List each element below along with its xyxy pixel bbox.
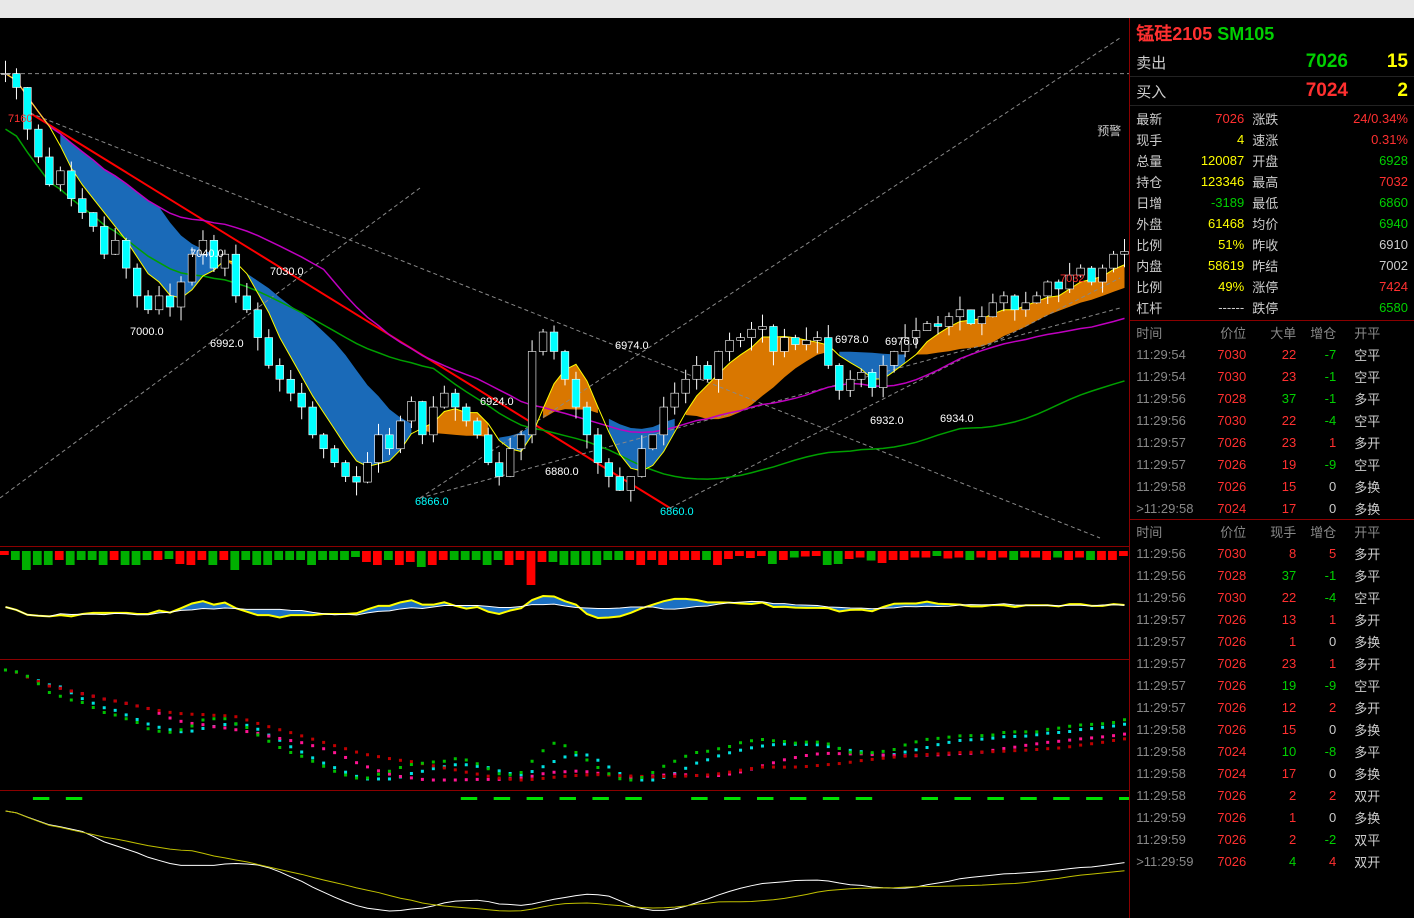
tick-row: 11:29:56703022-4空平 [1130, 586, 1414, 608]
stat-row: 最新7026涨跌24/0.34% [1136, 108, 1408, 129]
tick-row: 11:29:57702610多换 [1130, 630, 1414, 652]
stat-row: 持仓123346最高7032 [1136, 171, 1408, 192]
tick-row: >11:29:59702644双开 [1130, 850, 1414, 872]
tick-list-1: 11:29:54703022-7空平11:29:54703023-1空平11:2… [1130, 343, 1414, 519]
tick-row: 11:29:577026131多开 [1130, 608, 1414, 630]
stat-row: 比例51%昨收6910 [1136, 234, 1408, 255]
stat-row: 外盘61468均价6940 [1136, 213, 1408, 234]
tick-list-2: 11:29:56703085多开11:29:56702837-1多平11:29:… [1130, 542, 1414, 872]
buy-vol: 2 [1348, 80, 1408, 102]
tick-row: 11:29:54703022-7空平 [1130, 343, 1414, 365]
instrument-name-cn: 锰硅2105 [1136, 24, 1212, 44]
tick-row: 11:29:57702619-9空平 [1130, 453, 1414, 475]
tick-header-1: 时间价位大单增仓开平 [1130, 320, 1414, 343]
tick-row: 11:29:56702837-1多平 [1130, 564, 1414, 586]
tick-row: 11:29:56703022-4空平 [1130, 409, 1414, 431]
panel-volume[interactable] [0, 547, 1129, 660]
tick-row: 11:29:57702619-9空平 [1130, 674, 1414, 696]
alert-label: 预警 [1097, 122, 1121, 139]
quote-buy-row[interactable]: 买入 7024 2 [1130, 77, 1414, 106]
stat-row: 比例49%涨停7424 [1136, 276, 1408, 297]
instrument-header: 锰硅2105 SM105 [1130, 18, 1414, 48]
ind1-svg [0, 660, 1129, 790]
tick-row: 11:29:56702837-1多平 [1130, 387, 1414, 409]
sell-vol: 15 [1348, 51, 1408, 73]
ind2-svg [0, 791, 1129, 918]
volume-svg [0, 547, 1129, 659]
tick-row: 11:29:5970262-2双平 [1130, 828, 1414, 850]
tick-row: 11:29:577026122多开 [1130, 696, 1414, 718]
quote-sell-row[interactable]: 卖出 7026 15 [1130, 48, 1414, 77]
sell-label: 卖出 [1136, 52, 1176, 73]
tick-row: 11:29:58702622双开 [1130, 784, 1414, 806]
tick-row: 11:29:59702610多换 [1130, 806, 1414, 828]
stat-grid: 最新7026涨跌24/0.34%现手4速涨0.31%总量120087开盘6928… [1130, 106, 1414, 320]
tick-row: 11:29:54703023-1空平 [1130, 365, 1414, 387]
panel-indicator-2[interactable] [0, 791, 1129, 918]
panel-main-chart[interactable]: 预警 71607040.07030.07000.06992.06924.0697… [0, 18, 1129, 547]
main-layout: 预警 71607040.07030.07000.06992.06924.0697… [0, 18, 1414, 918]
tick-row: 11:29:577026231多开 [1130, 431, 1414, 453]
chart-area[interactable]: 预警 71607040.07030.07000.06992.06924.0697… [0, 18, 1130, 918]
sell-price: 7026 [1176, 51, 1348, 73]
instrument-code: SM105 [1217, 24, 1274, 44]
stat-row: 总量120087开盘6928 [1136, 150, 1408, 171]
panel-indicator-1[interactable] [0, 660, 1129, 791]
top-toolbar [0, 0, 1414, 18]
stat-row: 杠杆------跌停6580 [1136, 297, 1408, 318]
tick-row: 11:29:58702410-8多平 [1130, 740, 1414, 762]
tick-row: >11:29:587024170多换 [1130, 497, 1414, 519]
tick-row: 11:29:577026231多开 [1130, 652, 1414, 674]
main-chart-svg [0, 18, 1129, 546]
buy-price: 7024 [1176, 80, 1348, 102]
stat-row: 现手4速涨0.31% [1136, 129, 1408, 150]
side-panel: 锰硅2105 SM105 卖出 7026 15 买入 7024 2 最新7026… [1130, 18, 1414, 918]
tick-row: 11:29:587024170多换 [1130, 762, 1414, 784]
tick-row: 11:29:587026150多换 [1130, 475, 1414, 497]
buy-label: 买入 [1136, 81, 1176, 102]
tick-header-2: 时间价位现手增仓开平 [1130, 519, 1414, 542]
stat-row: 内盘58619昨结7002 [1136, 255, 1408, 276]
tick-row: 11:29:56703085多开 [1130, 542, 1414, 564]
tick-row: 11:29:587026150多换 [1130, 718, 1414, 740]
stat-row: 日增-3189最低6860 [1136, 192, 1408, 213]
